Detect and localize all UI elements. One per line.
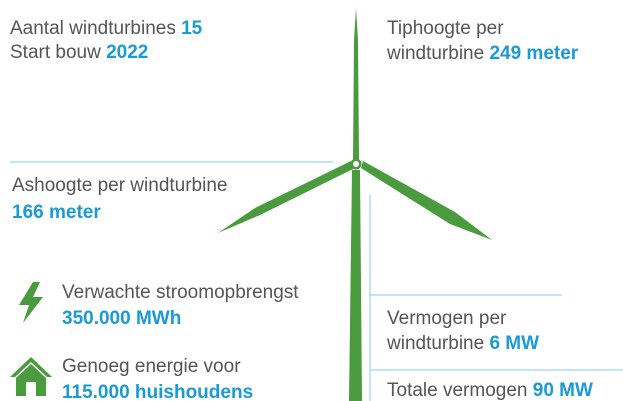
label: Vermogen per (387, 308, 507, 329)
value: 90 MW (533, 380, 593, 401)
label: windturbine (386, 43, 484, 64)
value: 2022 (106, 42, 148, 63)
house-icon (10, 357, 52, 396)
value: 166 meter (12, 202, 101, 223)
value: 15 (181, 18, 203, 39)
label: Tiphoogte per (387, 18, 504, 39)
fact: Start bouw 2022 (10, 42, 148, 63)
fact: Totale vermogen 90 MW (387, 380, 593, 401)
label: windturbine (386, 333, 484, 354)
label: Genoeg energie voor (62, 356, 241, 377)
fact: windturbine 249 meter (386, 43, 579, 64)
label: Start bouw (10, 42, 101, 63)
fact: windturbine 6 MW (386, 333, 539, 354)
value: 350.000 MWh (62, 308, 181, 329)
fact: Aantal windturbines 15 (10, 18, 203, 39)
label: Verwachte stroomopbrengst (62, 282, 299, 303)
value: 249 meter (489, 43, 578, 64)
label: Aantal windturbines (10, 18, 176, 39)
label: Totale vermogen (387, 380, 527, 401)
value: 115.000 huishoudens (62, 382, 253, 401)
label: Ashoogte per windturbine (12, 175, 227, 196)
lightning-icon (19, 282, 43, 323)
infographic: Aantal windturbines 15 Start bouw 2022 T… (0, 0, 623, 401)
value: 6 MW (489, 333, 539, 354)
